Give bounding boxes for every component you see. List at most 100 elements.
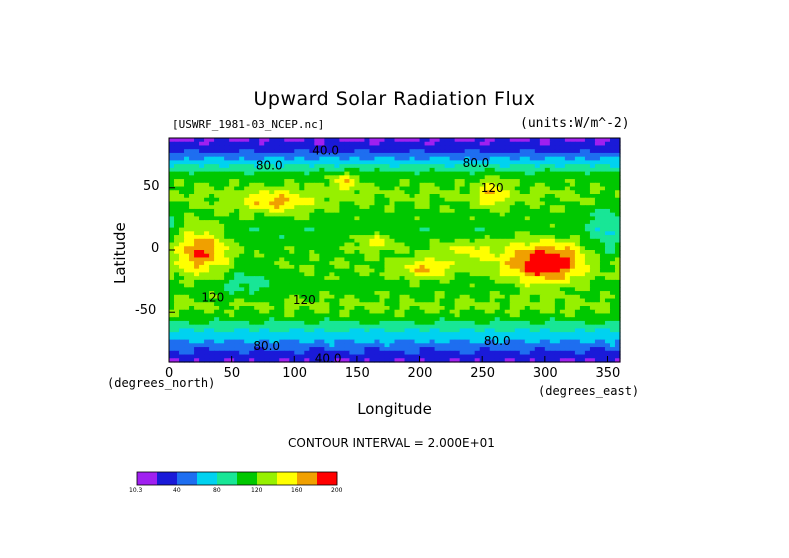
heatmap-cell	[244, 339, 250, 344]
heatmap-cell	[249, 220, 255, 225]
heatmap-cell	[329, 141, 335, 147]
heatmap-cell	[484, 179, 491, 184]
heatmap-cell	[494, 167, 501, 173]
heatmap-cell	[459, 242, 466, 247]
heatmap-cell	[459, 212, 466, 217]
heatmap-cell	[419, 190, 426, 195]
heatmap-cell	[529, 201, 536, 206]
heatmap-cell	[394, 194, 401, 199]
heatmap-cell	[549, 164, 556, 169]
heatmap-cell	[414, 253, 421, 259]
heatmap-cell	[264, 328, 270, 333]
heatmap-cell	[369, 294, 376, 300]
heatmap-cell	[604, 339, 611, 344]
heatmap-cell	[464, 227, 471, 232]
heatmap-cell	[609, 268, 616, 273]
heatmap-cell	[539, 283, 546, 288]
heatmap-cell	[484, 212, 491, 217]
heatmap-cell	[464, 175, 471, 180]
heatmap-cell	[494, 253, 501, 259]
heatmap-cell	[459, 186, 466, 191]
heatmap-cell	[344, 145, 350, 150]
heatmap-cell	[414, 339, 421, 344]
heatmap-cell	[304, 264, 310, 270]
heatmap-cell	[454, 242, 461, 247]
heatmap-cell	[434, 205, 441, 210]
heatmap-cell	[509, 272, 516, 277]
heatmap-cell	[229, 197, 235, 203]
heatmap-cell	[304, 171, 310, 176]
heatmap-cell	[499, 320, 506, 326]
heatmap-cell	[319, 171, 325, 176]
heatmap-cell	[194, 238, 200, 244]
heatmap-cell	[364, 242, 371, 247]
heatmap-cell	[464, 164, 471, 169]
heatmap-cell	[614, 320, 621, 326]
heatmap-cell	[384, 320, 391, 326]
heatmap-cell	[609, 205, 616, 210]
heatmap-cell	[204, 171, 210, 176]
heatmap-cell	[469, 156, 476, 161]
heatmap-cell	[179, 164, 185, 169]
heatmap-cell	[569, 212, 576, 217]
heatmap-cell	[494, 298, 501, 303]
heatmap-cell	[259, 302, 265, 307]
heatmap-cell	[214, 279, 220, 285]
heatmap-cell	[454, 223, 461, 229]
heatmap-cell	[329, 197, 335, 203]
heatmap-cell	[274, 264, 280, 270]
heatmap-cell	[284, 328, 290, 333]
heatmap-cell	[444, 291, 451, 296]
heatmap-cell	[264, 298, 270, 303]
heatmap-cell	[209, 257, 215, 262]
heatmap-cell	[314, 212, 320, 217]
heatmap-cell	[474, 167, 481, 173]
heatmap-cell	[239, 156, 245, 161]
heatmap-cell	[169, 242, 175, 247]
heatmap-cell	[554, 160, 561, 165]
heatmap-cell	[229, 175, 235, 180]
heatmap-cell	[539, 208, 546, 214]
heatmap-cell	[209, 335, 215, 341]
heatmap-cell	[279, 194, 285, 199]
heatmap-cell	[174, 197, 180, 203]
heatmap-cell	[199, 306, 205, 311]
heatmap-cell	[304, 272, 310, 277]
heatmap-cell	[499, 205, 506, 210]
heatmap-cell	[334, 152, 340, 158]
heatmap-cell	[369, 287, 376, 292]
heatmap-cell	[224, 152, 230, 158]
heatmap-cell	[344, 235, 350, 240]
heatmap-cell	[359, 283, 366, 288]
heatmap-cell	[354, 268, 361, 273]
heatmap-cell	[559, 238, 566, 244]
heatmap-cell	[299, 272, 305, 277]
heatmap-cell	[594, 235, 601, 240]
heatmap-cell	[174, 272, 180, 277]
heatmap-cell	[254, 272, 260, 277]
heatmap-cell	[394, 141, 401, 147]
heatmap-cell	[179, 294, 185, 300]
heatmap-cell	[604, 320, 611, 326]
heatmap-cell	[404, 212, 411, 217]
heatmap-cell	[404, 208, 411, 214]
heatmap-cell	[529, 220, 536, 225]
heatmap-cell	[184, 220, 190, 225]
heatmap-cell	[354, 324, 361, 329]
heatmap-cell	[169, 156, 175, 161]
heatmap-cell	[439, 194, 446, 199]
heatmap-cell	[499, 216, 506, 221]
heatmap-cell	[274, 324, 280, 329]
heatmap-cell	[504, 167, 511, 173]
heatmap-cell	[199, 313, 205, 318]
heatmap-cell	[264, 309, 270, 315]
heatmap-cell	[449, 138, 456, 143]
heatmap-cell	[374, 328, 381, 333]
heatmap-cell	[204, 212, 210, 217]
heatmap-cell	[504, 261, 511, 266]
heatmap-cell	[539, 201, 546, 206]
heatmap-cell	[204, 268, 210, 273]
heatmap-cell	[589, 201, 596, 206]
heatmap-cell	[459, 145, 466, 150]
heatmap-cell	[499, 231, 506, 236]
